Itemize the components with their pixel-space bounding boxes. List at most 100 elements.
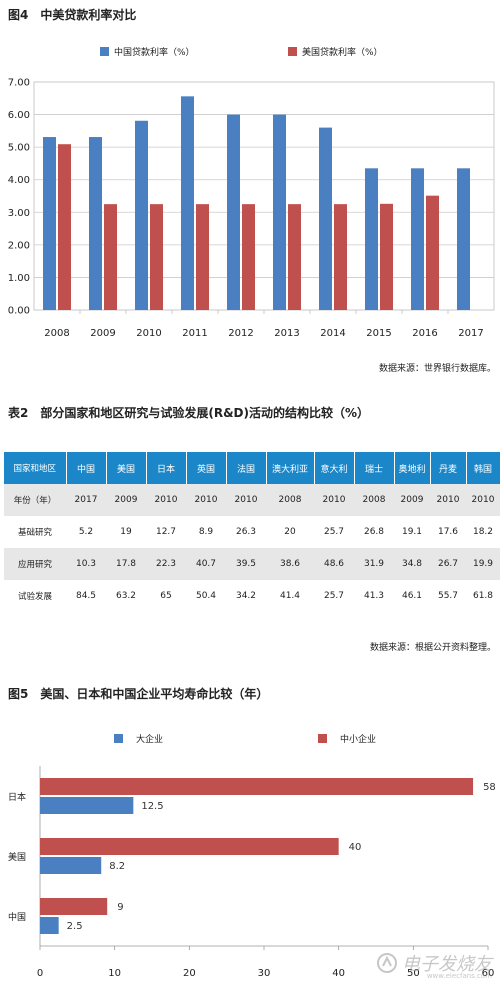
table-cell: 25.7 [314, 516, 354, 548]
table-cell: 48.6 [314, 548, 354, 580]
table-cell: 19 [106, 516, 146, 548]
watermark-logo-icon [377, 953, 397, 973]
chart1-xtick-label: 2010 [136, 328, 161, 339]
chart1-xtick-label: 2011 [182, 328, 207, 339]
chart1-xtick-label: 2014 [320, 328, 345, 339]
chart1-ytick-label: 5.00 [8, 143, 30, 154]
chart1-ytick-label: 4.00 [8, 175, 30, 186]
table-cell: 17.6 [430, 516, 466, 548]
chart1-bar-us [288, 204, 301, 310]
watermark-url: www.elecfans.com [426, 972, 492, 980]
table-source: 数据来源：根据公开资料整理。 [369, 643, 496, 653]
chart1-xtick-label: 2016 [412, 328, 437, 339]
table-cell: 2010 [314, 484, 354, 516]
table-cell: 50.4 [186, 580, 226, 612]
chart2-bar-sme [40, 778, 474, 795]
table-cell: 26.8 [354, 516, 394, 548]
chart2-svg: 0 10 20 30 40 50 60 日本 58 12.5 美国 40 8.2 中国 9 2.5 大企业 中小企… [8, 733, 496, 979]
chart2-bar-sme [40, 838, 339, 855]
chart1-bar-china [43, 137, 56, 310]
chart1-bar-china [135, 120, 148, 310]
chart1-bar-china [457, 168, 470, 310]
chart1-bar-china [319, 127, 332, 310]
chart1-bar-china [365, 168, 378, 310]
chart2-xtick-label: 60 [482, 968, 495, 979]
chart1-xtick-label: 2012 [228, 328, 253, 339]
table-cell: 2008 [354, 484, 394, 516]
chart2-title: 图5 美国、日本和中国企业平均寿命比较（年） [8, 687, 269, 701]
table-cell: 31.9 [354, 548, 394, 580]
table-cell: 55.7 [430, 580, 466, 612]
table-cell: 18.2 [466, 516, 500, 548]
table-row: 年份（年） 2017 2009 2010 2010 2010 2008 2010 2008 200… [4, 484, 500, 516]
chart2-xtick-label: 10 [108, 968, 121, 979]
table-row-label: 国家和地区 [4, 452, 67, 484]
table-cell: 19.9 [466, 548, 500, 580]
table-cell: 2008 [266, 484, 314, 516]
chart2-legend-swatch [114, 734, 123, 743]
chart1-ytick-label: 0.00 [8, 306, 30, 317]
table-cell: 丹麦 [430, 452, 467, 484]
rd-structure-table: 国家和地区 中国 美国 日本 英国 法国 澳大利亚 意大利 瑞士 奥地利 丹麦 韩国 年份（年） 2017… [4, 452, 501, 612]
chart1-source: 数据来源：世界银行数据库。 [378, 364, 496, 374]
table-cell: 61.8 [466, 580, 500, 612]
table-cell: 65 [146, 580, 186, 612]
table-cell: 17.8 [106, 548, 146, 580]
table-cell: 26.7 [430, 548, 466, 580]
table-cell: 英国 [186, 452, 227, 484]
table-row: 基础研究 5.2 19 12.7 8.9 26.3 20 25.7 26.8 19.1 17.6 18… [4, 516, 500, 548]
table-cell: 日本 [146, 452, 187, 484]
chart1-bar-china [273, 114, 286, 310]
table-cell: 38.6 [266, 548, 314, 580]
chart2-category-label: 中国 [8, 911, 26, 923]
table-cell: 12.7 [146, 516, 186, 548]
table-row-label: 应用研究 [4, 548, 66, 580]
chart1-bar-us [150, 204, 163, 310]
watermark-text: 电子发烧友 [402, 954, 492, 975]
table-cell: 41.4 [266, 580, 314, 612]
table-cell: 2017 [66, 484, 106, 516]
table-cell: 34.8 [394, 548, 430, 580]
chart1-bar-us [380, 203, 393, 310]
chart1-xtick-label: 2008 [44, 328, 69, 339]
chart1-bar-china [227, 114, 240, 310]
chart1-bar-china [181, 96, 194, 311]
chart2-data-label-sme: 58 [483, 782, 496, 793]
chart2-data-label-sme: 9 [117, 902, 123, 913]
chart2-bar-large [40, 917, 59, 934]
chart1-bar-us [426, 195, 439, 310]
chart1-bar-us [242, 204, 255, 310]
chart2-data-label-large: 2.5 [67, 921, 83, 932]
table-cell: 2010 [186, 484, 226, 516]
table-cell: 41.3 [354, 580, 394, 612]
chart2-xtick-label: 30 [258, 968, 271, 979]
table-cell: 34.2 [226, 580, 266, 612]
table-cell: 39.5 [226, 548, 266, 580]
table-cell: 2009 [394, 484, 430, 516]
table-cell: 瑞士 [354, 452, 395, 484]
chart1-xtick-label: 2009 [90, 328, 115, 339]
table-cell: 25.7 [314, 580, 354, 612]
chart2-category-label: 日本 [8, 791, 26, 803]
table-cell: 奥地利 [394, 452, 431, 484]
chart1-ytick-label: 3.00 [8, 208, 30, 219]
table-cell: 2010 [146, 484, 186, 516]
chart1-bar-us [196, 204, 209, 310]
table-row: 试验发展 84.5 63.2 65 50.4 34.2 41.4 25.7 41.3 46.1 55… [4, 580, 500, 612]
chart1-ytick-label: 6.00 [8, 110, 30, 121]
table-cell: 22.3 [146, 548, 186, 580]
table-cell: 10.3 [66, 548, 106, 580]
table-cell: 法国 [226, 452, 267, 484]
chart1-bar-us [58, 144, 71, 310]
chart2-legend-label: 大企业 [136, 733, 163, 745]
chart2-bar-large [40, 857, 102, 874]
chart2-data-label-large: 12.5 [141, 801, 163, 812]
chart1-legend-swatch [100, 47, 109, 56]
table-header-row: 国家和地区 中国 美国 日本 英国 法国 澳大利亚 意大利 瑞士 奥地利 丹麦 韩国 [4, 452, 501, 484]
table-cell: 澳大利亚 [266, 452, 315, 484]
chart2-bar-sme [40, 898, 108, 915]
chart2-legend-swatch [318, 734, 327, 743]
table-cell: 美国 [106, 452, 147, 484]
chart1-bar-china [89, 137, 102, 310]
table-cell: 2010 [466, 484, 500, 516]
